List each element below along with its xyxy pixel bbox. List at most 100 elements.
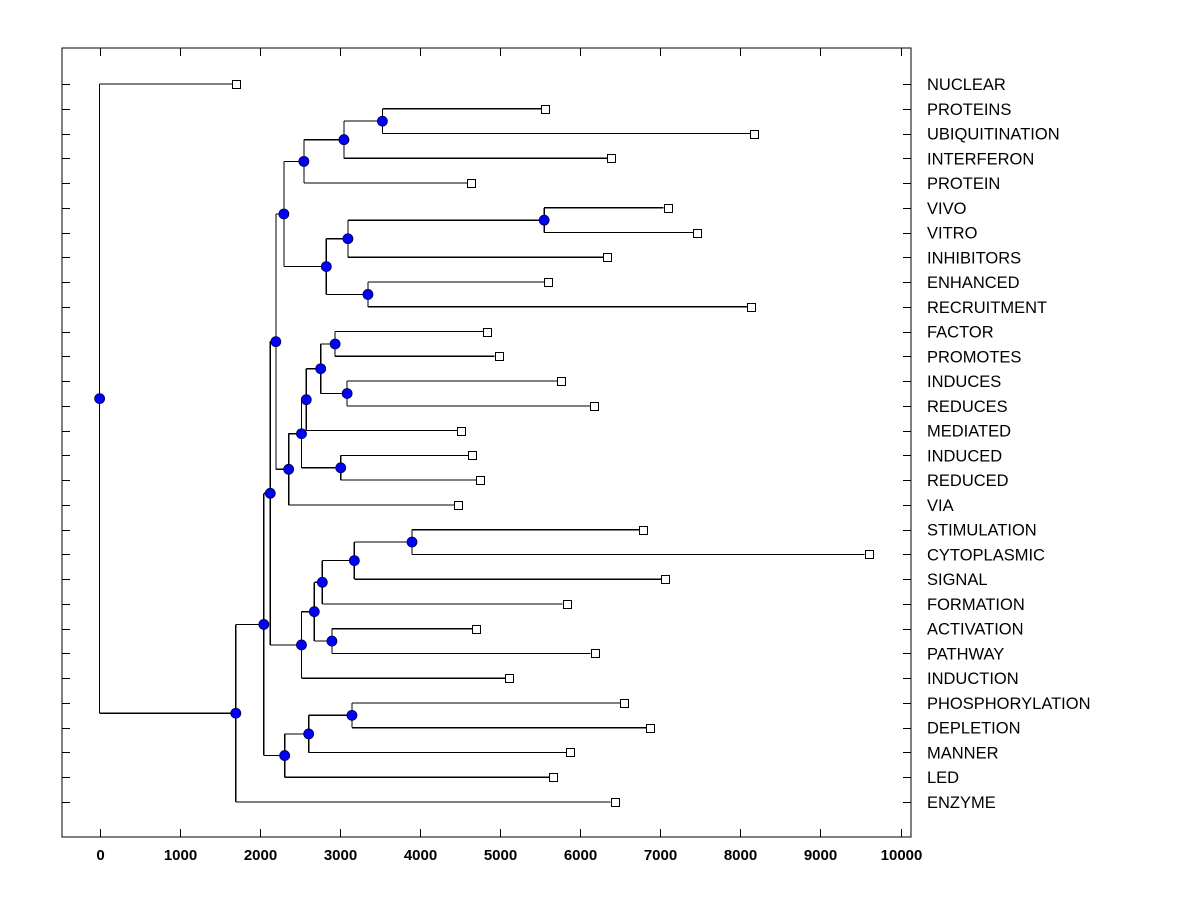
leaf-label: PROMOTES bbox=[927, 348, 1021, 366]
leaf-node bbox=[467, 450, 478, 461]
leaf-node bbox=[606, 153, 617, 164]
x-tick-label: 3000 bbox=[324, 847, 357, 864]
leaf-label: VITRO bbox=[927, 225, 978, 243]
leaf-label: REDUCES bbox=[927, 398, 1008, 416]
cluster-node bbox=[279, 750, 291, 761]
leaf-label: ENHANCED bbox=[927, 274, 1020, 292]
cluster-node bbox=[283, 463, 295, 475]
leaf-label: NUCLEAR bbox=[927, 76, 1006, 94]
cluster-node bbox=[264, 487, 276, 499]
dendrogram-branches bbox=[99, 83, 865, 803]
leaf-node bbox=[610, 797, 621, 808]
cluster-node bbox=[341, 388, 353, 399]
x-tick-label: 8000 bbox=[724, 847, 757, 864]
cluster-node bbox=[298, 155, 310, 167]
leaf-node bbox=[548, 772, 559, 783]
cluster-node bbox=[346, 709, 358, 721]
leaf-label: PATHWAY bbox=[927, 645, 1004, 663]
cluster-node bbox=[320, 261, 332, 272]
x-tick-label: 9000 bbox=[804, 847, 837, 864]
leaf-node bbox=[590, 648, 601, 659]
leaf-node bbox=[692, 228, 703, 239]
leaf-label: ACTIVATION bbox=[927, 621, 1024, 639]
cluster-node bbox=[315, 363, 327, 375]
leaf-node bbox=[475, 475, 486, 486]
leaf-label: STIMULATION bbox=[927, 522, 1037, 540]
leaf-label: ENZYME bbox=[927, 794, 996, 812]
cluster-node bbox=[406, 536, 418, 548]
cluster-node bbox=[308, 606, 320, 618]
y-axis-ticks bbox=[62, 84, 911, 803]
leaf-label: INHIBITORS bbox=[927, 249, 1021, 267]
cluster-node bbox=[296, 639, 307, 651]
cluster-node bbox=[94, 393, 106, 405]
leaf-node bbox=[456, 426, 467, 437]
leaf-node bbox=[864, 549, 875, 560]
leaf-node bbox=[466, 178, 477, 189]
leaf-node bbox=[556, 376, 567, 387]
x-axis: 0 1000 2000 3000 4000 5000 6000 7000 8000 9000 100… bbox=[96, 48, 922, 864]
leaf-label: SIGNAL bbox=[927, 571, 988, 589]
cluster-node bbox=[258, 619, 270, 630]
cluster-node bbox=[326, 635, 338, 647]
leaf-node bbox=[746, 302, 757, 313]
leaf-label: PHOSPHORYLATION bbox=[927, 695, 1091, 713]
leaf-node bbox=[638, 525, 649, 536]
cluster-node bbox=[300, 394, 312, 406]
cluster-node bbox=[338, 134, 350, 146]
leaf-label: LED bbox=[927, 769, 959, 787]
leaf-label: INDUCTION bbox=[927, 670, 1019, 688]
cluster-node bbox=[329, 338, 341, 350]
cluster-node bbox=[278, 208, 290, 220]
leaf-label: MEDIATED bbox=[927, 423, 1011, 441]
leaf-node bbox=[602, 252, 613, 263]
leaf-label: DEPLETION bbox=[927, 720, 1021, 738]
cluster-node bbox=[342, 233, 354, 245]
leaf-node bbox=[660, 574, 671, 585]
leaf-markers bbox=[231, 79, 875, 808]
cluster-node bbox=[303, 728, 315, 740]
x-tick-label: 4000 bbox=[404, 847, 437, 864]
leaf-node bbox=[543, 277, 554, 288]
leaf-label: RECRUITMENT bbox=[927, 299, 1047, 317]
x-tick-label: 6000 bbox=[564, 847, 597, 864]
leaf-node bbox=[231, 79, 242, 90]
x-tick-label: 7000 bbox=[644, 847, 677, 864]
leaf-node bbox=[482, 327, 493, 338]
leaf-node bbox=[471, 624, 482, 635]
leaf-label: INDUCES bbox=[927, 373, 1001, 391]
leaf-label: VIA bbox=[927, 497, 954, 515]
leaf-node bbox=[749, 129, 760, 140]
leaf-label: MANNER bbox=[927, 744, 999, 762]
leaf-node bbox=[645, 723, 656, 734]
leaf-node bbox=[494, 351, 505, 362]
leaf-labels: NUCLEAR PROTEINS UBIQUITINATION INTERFERON P… bbox=[927, 76, 1091, 812]
leaf-label: FORMATION bbox=[927, 596, 1025, 614]
x-tick-label: 10000 bbox=[881, 847, 923, 864]
leaf-node bbox=[619, 698, 630, 709]
x-tick-label: 0 bbox=[96, 847, 104, 864]
leaf-node bbox=[540, 104, 551, 115]
leaf-label: INTERFERON bbox=[927, 150, 1034, 168]
leaf-node bbox=[565, 747, 576, 758]
leaf-node bbox=[589, 401, 600, 412]
leaf-label: INDUCED bbox=[927, 447, 1002, 465]
leaf-label: PROTEIN bbox=[927, 175, 1000, 193]
leaf-label: FACTOR bbox=[927, 324, 994, 342]
plot-frame bbox=[61, 47, 912, 838]
leaf-label: CYTOPLASMIC bbox=[927, 546, 1045, 564]
leaf-label: VIVO bbox=[927, 200, 967, 218]
x-tick-label: 1000 bbox=[164, 847, 197, 864]
leaf-label: REDUCED bbox=[927, 472, 1009, 490]
x-tick-label: 2000 bbox=[244, 847, 277, 864]
leaf-node bbox=[562, 599, 573, 610]
leaf-label: PROTEINS bbox=[927, 101, 1011, 119]
cluster-node bbox=[230, 707, 242, 719]
leaf-node bbox=[504, 673, 515, 684]
leaf-label: UBIQUITINATION bbox=[927, 126, 1060, 144]
cluster-node bbox=[362, 289, 374, 300]
cluster-node bbox=[270, 336, 282, 348]
cluster-node bbox=[348, 555, 360, 567]
cluster-node bbox=[376, 115, 388, 127]
